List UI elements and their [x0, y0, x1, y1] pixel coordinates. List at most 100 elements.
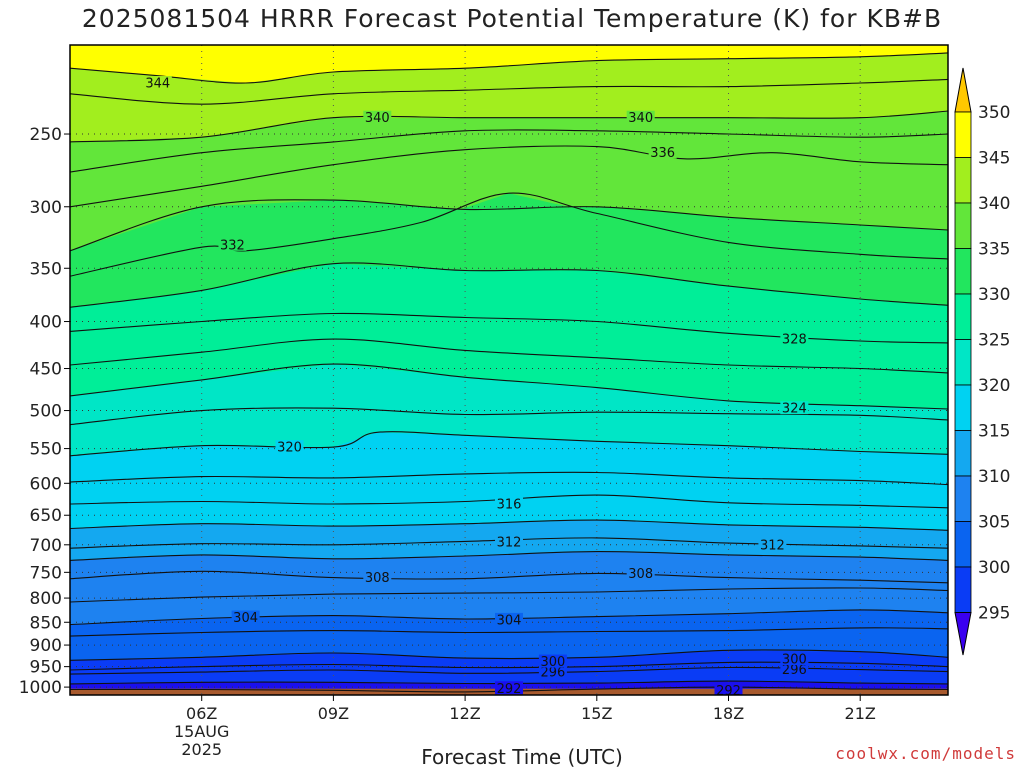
colorbar-top-arrow: [954, 67, 972, 113]
contour-label-bg-292-0: [495, 681, 523, 695]
contour-label-340-1: 340: [628, 111, 653, 126]
contour-line-330: [70, 262, 948, 308]
colorbar-bottom-arrow: [954, 612, 972, 656]
contour-label-bg-304-1: [495, 612, 523, 626]
contour-label-bg-304-0: [231, 610, 260, 624]
contour-line-324: [70, 363, 948, 410]
contour-line-300: [70, 649, 948, 661]
y-tick-label-600: 600: [30, 474, 62, 494]
colorbar-segment-10: [954, 566, 972, 613]
y-tick-label-250: 250: [30, 125, 62, 145]
x-tick-sublabel-2025: 2025: [181, 740, 222, 759]
contour-line-328: [70, 312, 948, 344]
colorbar-label-295: 295: [978, 604, 1010, 624]
contour-line-326: [70, 338, 948, 374]
contour-label-336-0: 336: [650, 146, 675, 161]
contour-label-312-1: 312: [760, 538, 785, 553]
x-tick-label-12Z: 12Z: [449, 704, 480, 723]
contour-line-334: [70, 199, 948, 252]
contour-line-322: [70, 407, 948, 426]
contour-label-320-0: 320: [277, 441, 302, 456]
colorbar-label-300: 300: [978, 558, 1010, 578]
colorbar-label-310: 310: [978, 467, 1010, 487]
x-tick-label-06Z: 06Z: [186, 704, 217, 723]
x-axis-label: Forecast Time (UTC): [421, 745, 623, 769]
colorbar-segment-4: [954, 293, 972, 340]
colorbar-segment-5: [954, 339, 972, 386]
y-tick-label-400: 400: [30, 313, 62, 333]
contour-line-296: [70, 666, 948, 675]
contour-label-296-0: 296: [540, 666, 565, 681]
contour-label-bg-296-1: [780, 662, 809, 676]
chart-title: 2025081504 HRRR Forecast Potential Tempe…: [81, 4, 943, 33]
contour-label-bg-296-0: [538, 665, 567, 679]
contour-label-332-0: 332: [220, 238, 245, 253]
contour-label-bg-320-0: [275, 440, 304, 454]
contour-label-bg-300-1: [780, 652, 809, 666]
contour-label-bg-312-1: [758, 537, 787, 551]
x-tick-label-15Z: 15Z: [581, 704, 612, 723]
contour-line-336: [70, 145, 948, 208]
colorbar-label-330: 330: [978, 285, 1010, 305]
contour-label-bg-324-0: [780, 401, 809, 415]
y-axis: 250 300 350 400 450 500 550 600 650 700 750 800 850 9…: [19, 125, 70, 698]
x-tick-label-09Z: 09Z: [318, 704, 349, 723]
colorbar-segment-6: [954, 384, 972, 431]
y-tick-label-450: 450: [30, 360, 62, 380]
contour-line-338: [70, 129, 948, 173]
contour-label-bg-340-0: [363, 110, 392, 124]
contour-label-308-0: 308: [365, 571, 390, 586]
y-tick-label-650: 650: [30, 506, 62, 526]
contour-label-340-0: 340: [365, 111, 390, 126]
y-tick-label-900: 900: [30, 636, 62, 656]
colorbar-segment-2: [954, 202, 972, 249]
contour-label-bg-340-1: [626, 110, 655, 124]
colorbar-segment-8: [954, 475, 972, 522]
contour-line-310: [70, 551, 948, 561]
contour-label-316-0: 316: [497, 498, 522, 513]
colorbar-segment-1: [954, 157, 972, 204]
colorbar-label-340: 340: [978, 194, 1010, 214]
contour-line-320: [70, 431, 948, 457]
contour-label-bg-312-0: [495, 534, 523, 548]
colorbar-segment-9: [954, 521, 972, 568]
colorbar-label-345: 345: [978, 149, 1010, 169]
x-tick-label-18Z: 18Z: [713, 704, 744, 723]
y-tick-label-500: 500: [30, 402, 62, 422]
contour-label-bg-344-0: [143, 76, 172, 90]
contour-label-328-0: 328: [782, 333, 807, 348]
colorbar-segment-7: [954, 430, 972, 477]
contour-label-bg-308-1: [626, 566, 655, 580]
contour-line-302: [70, 627, 948, 637]
contour-label-292-0: 292: [497, 682, 522, 697]
contour-label-296-1: 296: [782, 663, 807, 678]
contour-line-306: [70, 587, 948, 603]
contour-label-292-1: 292: [716, 684, 741, 699]
contour-line-298: [70, 661, 948, 671]
contour-label-344-0: 344: [145, 77, 170, 92]
contour-label-bg-332-0: [218, 237, 247, 251]
contour-label-324-0: 324: [782, 402, 807, 417]
contour-label-304-0: 304: [233, 611, 258, 626]
contour-label-300-0: 300: [540, 655, 565, 670]
contour-line-308: [70, 570, 948, 584]
colorbar: 295 300 305 310 315 320 325 330 335 340 345 350: [954, 67, 1010, 656]
y-tick-label-700: 700: [30, 536, 62, 556]
contour-label-bg-328-0: [780, 332, 809, 346]
colorbar-label-350: 350: [978, 103, 1010, 123]
y-tick-label-950: 950: [30, 658, 62, 678]
contour-fills: [70, 45, 948, 695]
y-tick-label-550: 550: [30, 440, 62, 460]
y-tick-label-1000: 1000: [19, 678, 62, 698]
contour-label-bg-316-0: [495, 497, 523, 511]
contour-label-304-1: 304: [497, 613, 522, 628]
contour-line-342: [70, 78, 948, 105]
y-tick-label-750: 750: [30, 563, 62, 583]
contour-label-300-1: 300: [782, 653, 807, 668]
contour-line-344: [70, 52, 948, 84]
colorbar-label-320: 320: [978, 376, 1010, 396]
contour-label-312-0: 312: [497, 535, 522, 550]
